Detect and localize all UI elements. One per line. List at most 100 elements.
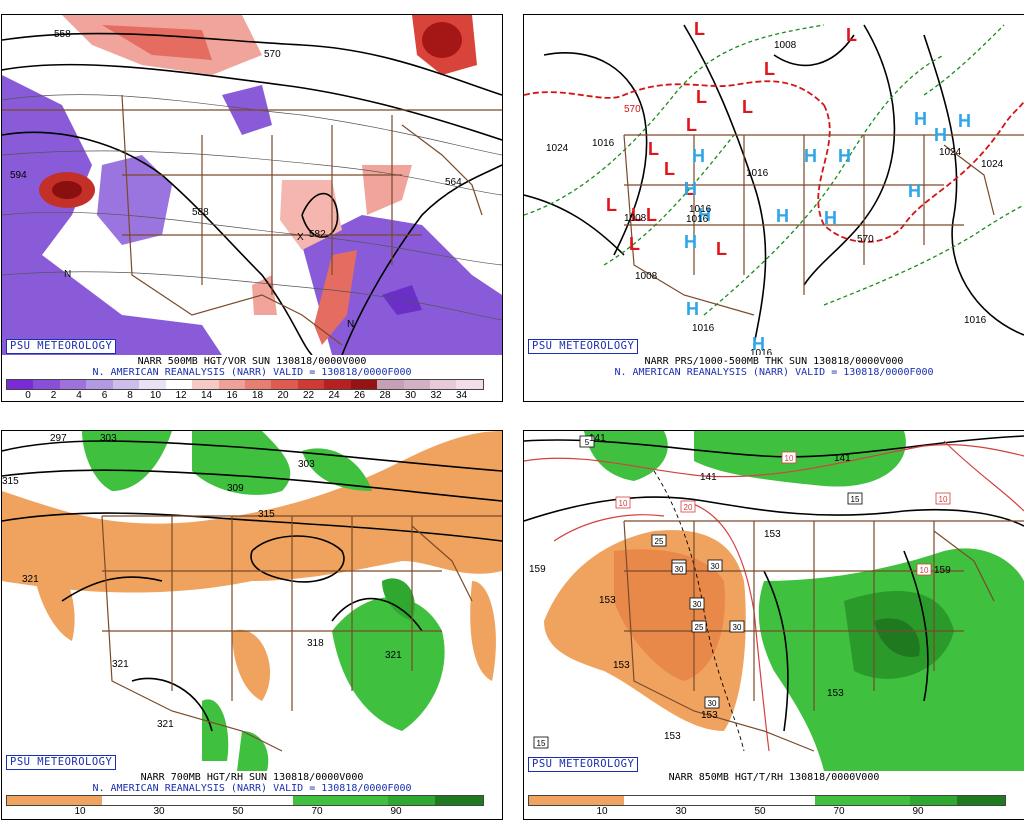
colorbar-swatch: [165, 380, 193, 389]
panel-title: NARR PRS/1000-500MB THK SUN 130818/0000V…: [644, 356, 904, 367]
colorbar-swatch: [244, 380, 272, 389]
low-pressure-marker: L: [631, 205, 642, 225]
temperature-label: 10: [920, 566, 929, 575]
colorbar-swatch: [719, 796, 767, 805]
rh-colorbar-ticks: 10 30 50 70 90: [524, 806, 1024, 818]
temperature-label: 30: [733, 623, 742, 632]
contour-label: 153: [701, 710, 718, 721]
low-pressure-marker: L: [629, 234, 640, 254]
temperature-box: [935, 492, 951, 505]
colorbar-swatch: [909, 796, 958, 805]
colorbar-tick-label: 14: [200, 390, 213, 401]
colorbar-swatch: [271, 380, 298, 389]
panel-500mb-vorticity: 558 570 594 564 588 582 N N X PSU METEOR…: [1, 14, 503, 402]
contour-label: 315: [258, 509, 275, 520]
temperature-label: 5: [585, 438, 590, 447]
colorbar-tick-label: 26: [353, 390, 366, 401]
colorbar-swatch: [377, 380, 404, 389]
temperature-box: [729, 620, 745, 633]
isobar-label: 1016: [750, 348, 773, 355]
low-pressure-marker: L: [684, 179, 695, 199]
colorbar-swatch: [197, 796, 245, 805]
temperature-box: [615, 496, 631, 509]
colorbar-tick-label: 16: [226, 390, 238, 401]
high-pressure-marker: H: [698, 205, 711, 225]
colorbar-tick-label: 4: [76, 390, 82, 401]
colorbar-tick-label: 6: [101, 390, 108, 401]
colorbar-swatch: [766, 796, 815, 805]
panel-title: NARR 500MB HGT/VOR SUN 130818/0000V000: [137, 356, 367, 367]
high-pressure-marker: H: [752, 334, 765, 354]
contour-label: 315: [2, 476, 19, 487]
vorticity-colorbar-ticks: 0 2 4 6 8 10 12 14 16 18 20 22 24 26 28 30 32 34: [2, 390, 502, 401]
contour-label: 582: [309, 229, 326, 240]
isobar-label: 1024: [939, 147, 962, 158]
colorbar-tick-label: 24: [328, 390, 340, 401]
colorbar-swatch: [456, 380, 483, 389]
colorbar-swatch: [297, 380, 325, 389]
low-pressure-marker: L: [846, 25, 857, 45]
thickness-label: 570: [857, 234, 874, 245]
colorbar-swatch: [7, 796, 55, 805]
high-pressure-marker: H: [958, 111, 971, 131]
temperature-label: 30: [675, 565, 684, 574]
low-pressure-marker: L: [664, 159, 675, 179]
high-pressure-marker: H: [684, 232, 697, 252]
temperature-box: [579, 435, 595, 448]
isobar-label: 1024: [546, 143, 569, 154]
colorbar-swatch: [671, 796, 720, 805]
contour-label: 153: [664, 731, 681, 742]
colorbar-swatch: [387, 796, 436, 805]
contour-label: 159: [934, 565, 951, 576]
low-pressure-marker: L: [646, 205, 657, 225]
contour-label: 309: [227, 483, 244, 494]
psu-meteorology-badge: PSU METEOROLOGY: [528, 339, 639, 354]
temperature-label: 30: [708, 699, 717, 708]
psu-meteorology-badge: PSU METEOROLOGY: [528, 757, 639, 772]
panel-title: NARR 850MB HGT/T/RH 130818/0000V000: [668, 772, 880, 783]
high-pressure-marker: H: [684, 179, 697, 199]
low-pressure-marker: L: [686, 115, 697, 135]
colorbar-swatch: [350, 380, 378, 389]
map-850mb: 5101020253030303025301510101530 141 141 …: [524, 431, 1024, 771]
colorbar-tick-label: 90: [912, 806, 924, 817]
temperature-box: [704, 696, 720, 709]
vort-min-label: N: [347, 319, 354, 330]
high-pressure-marker: H: [908, 181, 921, 201]
colorbar-swatch: [862, 796, 910, 805]
colorbar-tick-label: 10: [596, 806, 608, 817]
isobar-label: 1008: [624, 213, 647, 224]
isobar-label: 1024: [981, 159, 1004, 170]
temperature-box: [691, 620, 707, 633]
colorbar-swatch: [59, 380, 87, 389]
colorbar-swatch: [529, 796, 577, 805]
contour-label: 153: [827, 688, 844, 699]
colorbar-swatch: [576, 796, 625, 805]
high-pressure-marker: H: [934, 125, 947, 145]
colorbar-tick-label: 28: [379, 390, 391, 401]
colorbar-swatch: [624, 796, 672, 805]
colorbar-swatch: [292, 796, 341, 805]
contour-label: 303: [100, 433, 117, 444]
temperature-label: 20: [684, 503, 693, 512]
temperature-box: [781, 451, 797, 464]
colorbar-tick-label: 2: [50, 390, 57, 401]
thickness-label: 570: [624, 104, 641, 115]
temperature-box: [651, 534, 667, 547]
temperature-box: [680, 500, 696, 513]
contour-label: 321: [22, 574, 39, 585]
panel-title: NARR 700MB HGT/RH SUN 130818/0000V000: [140, 772, 364, 783]
psu-meteorology-badge: PSU METEOROLOGY: [6, 339, 117, 354]
colorbar-swatch: [814, 796, 863, 805]
colorbar-swatch: [7, 380, 34, 389]
colorbar-swatch: [112, 380, 140, 389]
low-pressure-marker: L: [694, 19, 705, 39]
colorbar-swatch: [957, 796, 1005, 805]
isobar-label: 1008: [774, 40, 797, 51]
temperature-label: 15: [851, 495, 860, 504]
temperature-box: [533, 736, 549, 749]
colorbar-swatch: [149, 796, 198, 805]
colorbar-swatch: [102, 796, 150, 805]
colorbar-swatch: [192, 380, 219, 389]
